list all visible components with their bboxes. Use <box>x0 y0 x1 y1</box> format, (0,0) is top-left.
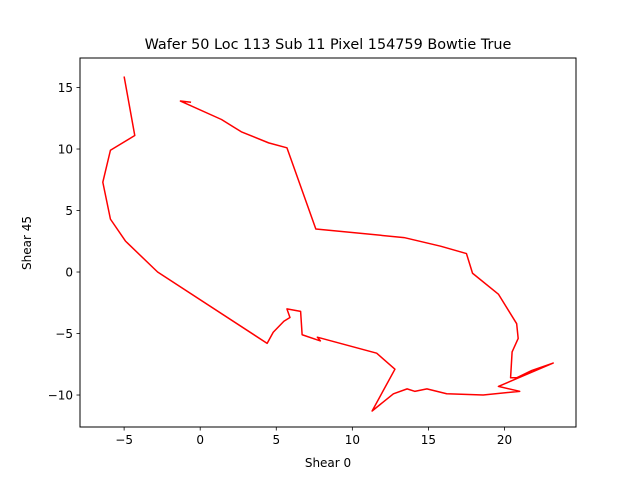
plot-area <box>79 57 577 428</box>
x-tick-label: −5 <box>115 433 133 447</box>
y-tick-label: 5 <box>65 204 73 218</box>
y-tick-label: 15 <box>58 81 73 95</box>
x-tick-label: 5 <box>272 433 280 447</box>
y-tick-label: −10 <box>48 389 73 403</box>
x-tick-label: 20 <box>497 433 512 447</box>
y-axis-label: Shear 45 <box>20 216 34 270</box>
axes-frame <box>79 57 577 428</box>
chart-title: Wafer 50 Loc 113 Sub 11 Pixel 154759 Bow… <box>145 37 512 53</box>
y-tick-label: 10 <box>58 143 73 157</box>
series-line-0 <box>102 76 554 412</box>
y-tick-label: 0 <box>65 266 73 280</box>
y-axis-ticks: −10 −5 0 5 10 15 <box>48 81 80 403</box>
x-axis-ticks: −5 0 5 10 15 20 <box>115 427 512 447</box>
x-tick-label: 0 <box>196 433 204 447</box>
x-axis-label: Shear 0 <box>305 456 351 470</box>
x-tick-label: 15 <box>421 433 436 447</box>
y-tick-label: −5 <box>55 327 73 341</box>
x-tick-label: 10 <box>345 433 360 447</box>
